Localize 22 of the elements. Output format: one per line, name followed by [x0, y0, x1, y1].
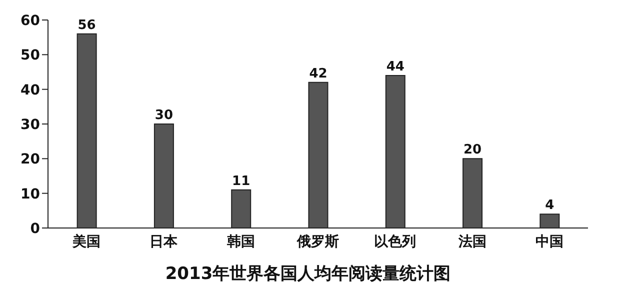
data-label: 11 — [232, 174, 250, 189]
data-label: 20 — [463, 142, 482, 158]
y-tick-label: 40 — [20, 82, 40, 98]
y-tick-label: 10 — [20, 186, 40, 202]
y-tick-label: 60 — [20, 12, 40, 29]
data-label: 56 — [78, 18, 96, 33]
x-tick-label: 日本 — [150, 234, 179, 250]
y-tick-label: 0 — [30, 220, 40, 237]
data-label: 4 — [545, 198, 554, 214]
data-label: 44 — [386, 59, 404, 74]
x-tick-label: 以色列 — [374, 234, 416, 250]
x-tick-label: 俄罗斯 — [296, 234, 339, 250]
y-tick-label: 30 — [20, 116, 40, 133]
data-label: 30 — [154, 108, 174, 123]
x-tick-label: 美国 — [72, 232, 101, 250]
x-tick-label: 中国 — [535, 234, 564, 250]
data-label: 42 — [309, 66, 328, 82]
y-tick-label: 20 — [20, 152, 40, 168]
y-tick-label: 50 — [20, 48, 40, 64]
text: 2013年世界各国人均年阅读量统计图 — [164, 263, 452, 285]
x-tick-label: 法国 — [457, 234, 486, 250]
x-tick-label: 韩国 — [226, 234, 255, 250]
